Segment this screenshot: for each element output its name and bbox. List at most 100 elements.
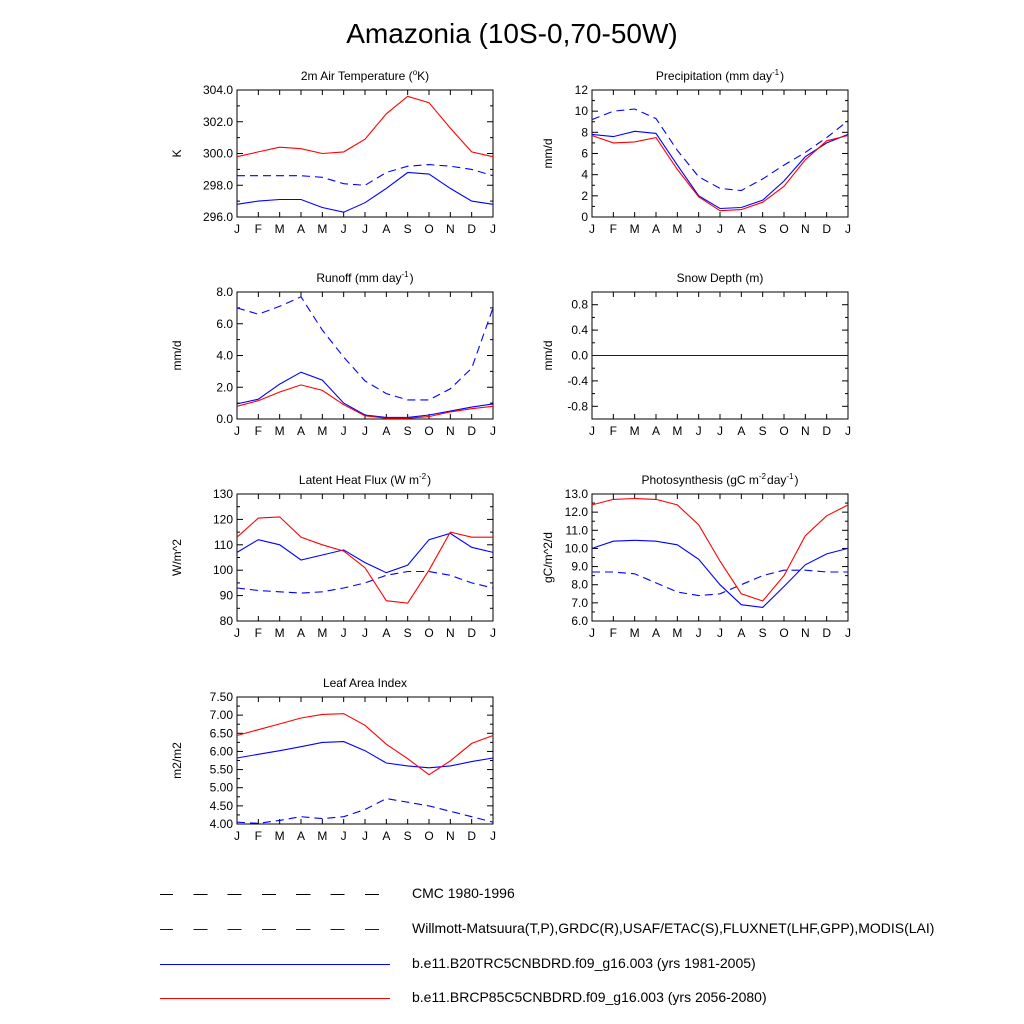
latent-heat-frame <box>236 493 494 622</box>
precipitation-ytick-label: 12 <box>575 83 589 97</box>
temperature-series-historical <box>236 171 494 213</box>
precipitation-ytick-label: 8 <box>581 125 588 139</box>
leaf-area-index-ytick-label: 4.50 <box>210 799 234 813</box>
leaf-area-index-xtick-label: M <box>275 829 285 843</box>
temperature-ylabel: K <box>170 149 184 157</box>
latent-heat-ytick-label: 110 <box>214 538 233 552</box>
leaf-area-index-xtick-label: S <box>404 829 412 843</box>
temperature-xtick-label: J <box>234 222 240 236</box>
runoff-xtick-label: O <box>424 424 433 438</box>
precipitation-xtick-label: N <box>801 222 810 236</box>
photosynthesis-series-historical <box>591 539 849 608</box>
precipitation-xtick-label: A <box>652 222 660 236</box>
latent-heat-ytick-label: 90 <box>220 589 234 603</box>
precipitation-xtick-label: S <box>759 222 767 236</box>
runoff-ytick-label: 4.0 <box>216 349 233 363</box>
precipitation-series-historical <box>591 130 849 210</box>
leaf-area-index-title: Leaf Area Index <box>323 676 407 690</box>
latent-heat-ytick-label: 100 <box>213 563 233 577</box>
precipitation-xtick-label: J <box>696 222 702 236</box>
leaf-area-index-xtick-label: J <box>341 829 347 843</box>
leaf-area-index-xtick-label: A <box>382 829 390 843</box>
photosynthesis-ytick-label: 12.0 <box>565 505 589 519</box>
photosynthesis-xtick-label: N <box>801 626 810 640</box>
latent-heat-panel: Latent Heat Flux (W m-2 )J F M A M J J A S O N D J80… <box>170 472 496 640</box>
snow-depth-ytick-label: -0.8 <box>567 399 588 413</box>
photosynthesis-xtick-label: J <box>845 626 851 640</box>
snow-depth-xtick-label: M <box>630 424 640 438</box>
latent-heat-ylabel: W/m^2 <box>170 539 184 576</box>
precipitation-xtick-label: J <box>717 222 723 236</box>
temperature-ytick-label: 298.0 <box>203 178 233 192</box>
photosynthesis-ytick-label: 9.0 <box>571 560 588 574</box>
temperature-xtick-label: M <box>317 222 327 236</box>
latent-heat-series-rcp85 <box>236 516 493 604</box>
precipitation-ytick-label: 0 <box>581 210 588 224</box>
temperature-series-observations <box>237 164 494 186</box>
snow-depth-ytick-label: 0.0 <box>571 349 588 363</box>
latent-heat-xtick-label: J <box>362 626 368 640</box>
precipitation-ytick-label: 2 <box>581 189 588 203</box>
precipitation-series-observations <box>591 108 849 192</box>
precipitation-xtick-label: J <box>845 222 851 236</box>
leaf-area-index-ylabel: m2/m2 <box>170 742 184 779</box>
leaf-area-index-xtick-label: A <box>297 829 305 843</box>
photosynthesis-ytick-label: 13.0 <box>565 487 589 501</box>
leaf-area-index-ytick-label: 7.50 <box>210 690 234 704</box>
runoff-xtick-label: A <box>297 424 305 438</box>
leaf-area-index-ytick-label: 7.00 <box>210 708 234 722</box>
temperature-xtick-label: S <box>404 222 412 236</box>
leaf-area-index-xtick-label: J <box>362 829 368 843</box>
runoff-xtick-label: J <box>362 424 368 438</box>
leaf-area-index-xtick-label: F <box>255 829 262 843</box>
latent-heat-ytick-label: 130 <box>213 487 233 501</box>
precipitation-xtick-label: F <box>610 222 617 236</box>
runoff-panel: Runoff (mm day-1 )J F M A M J J A S O N D J0.02.04.0… <box>170 270 496 438</box>
snow-depth-xtick-label: J <box>696 424 702 438</box>
runoff-xtick-label: J <box>490 424 496 438</box>
snow-depth-ytick-label: 0.4 <box>571 323 588 337</box>
temperature-xtick-label: J <box>362 222 368 236</box>
precipitation-xtick-label: O <box>779 222 788 236</box>
precipitation-xtick-label: D <box>822 222 831 236</box>
temperature-xtick-label: J <box>490 222 496 236</box>
runoff-ytick-label: 8.0 <box>216 285 233 299</box>
latent-heat-xtick-label: J <box>490 626 496 640</box>
latent-heat-xtick-label: J <box>234 626 240 640</box>
runoff-ytick-label: 6.0 <box>216 317 233 331</box>
latent-heat-ytick-label: 80 <box>220 614 234 628</box>
photosynthesis-xtick-label: S <box>759 626 767 640</box>
precipitation-xtick-label: M <box>630 222 640 236</box>
photosynthesis-xtick-label: J <box>696 626 702 640</box>
snow-depth-xtick-label: F <box>610 424 617 438</box>
photosynthesis-xtick-label: J <box>717 626 723 640</box>
snow-depth-xtick-label: A <box>737 424 745 438</box>
snow-depth-xtick-label: J <box>717 424 723 438</box>
runoff-xtick-label: J <box>341 424 347 438</box>
temperature-panel: 2m Air Temperature (oK)J F M A M J J A S O N D J296.… <box>170 68 496 236</box>
leaf-area-index-series-rcp85 <box>236 713 494 776</box>
photosynthesis-series-observations <box>592 569 848 597</box>
temperature-xtick-label: O <box>424 222 433 236</box>
temperature-ytick-label: 302.0 <box>203 115 233 129</box>
snow-depth-ytick-label: -0.4 <box>567 374 588 388</box>
temperature-xtick-label: F <box>255 222 262 236</box>
photosynthesis-xtick-label: A <box>737 626 745 640</box>
snow-depth-xtick-label: A <box>652 424 660 438</box>
snow-depth-xtick-label: J <box>845 424 851 438</box>
leaf-area-index-xtick-label: J <box>490 829 496 843</box>
photosynthesis-xtick-label: M <box>672 626 682 640</box>
temperature-title: 2m Air Temperature (oK) <box>301 68 429 83</box>
photosynthesis-xtick-label: A <box>652 626 660 640</box>
leaf-area-index-ytick-label: 6.00 <box>210 744 234 758</box>
photosynthesis-frame <box>591 493 849 622</box>
latent-heat-xtick-label: M <box>317 626 327 640</box>
leaf-area-index-ytick-label: 4.00 <box>210 817 234 831</box>
runoff-frame <box>236 291 494 420</box>
latent-heat-ytick-label: 120 <box>213 512 233 526</box>
temperature-series-rcp85 <box>236 95 494 158</box>
runoff-series-historical <box>236 371 494 418</box>
photosynthesis-xtick-label: J <box>589 626 595 640</box>
